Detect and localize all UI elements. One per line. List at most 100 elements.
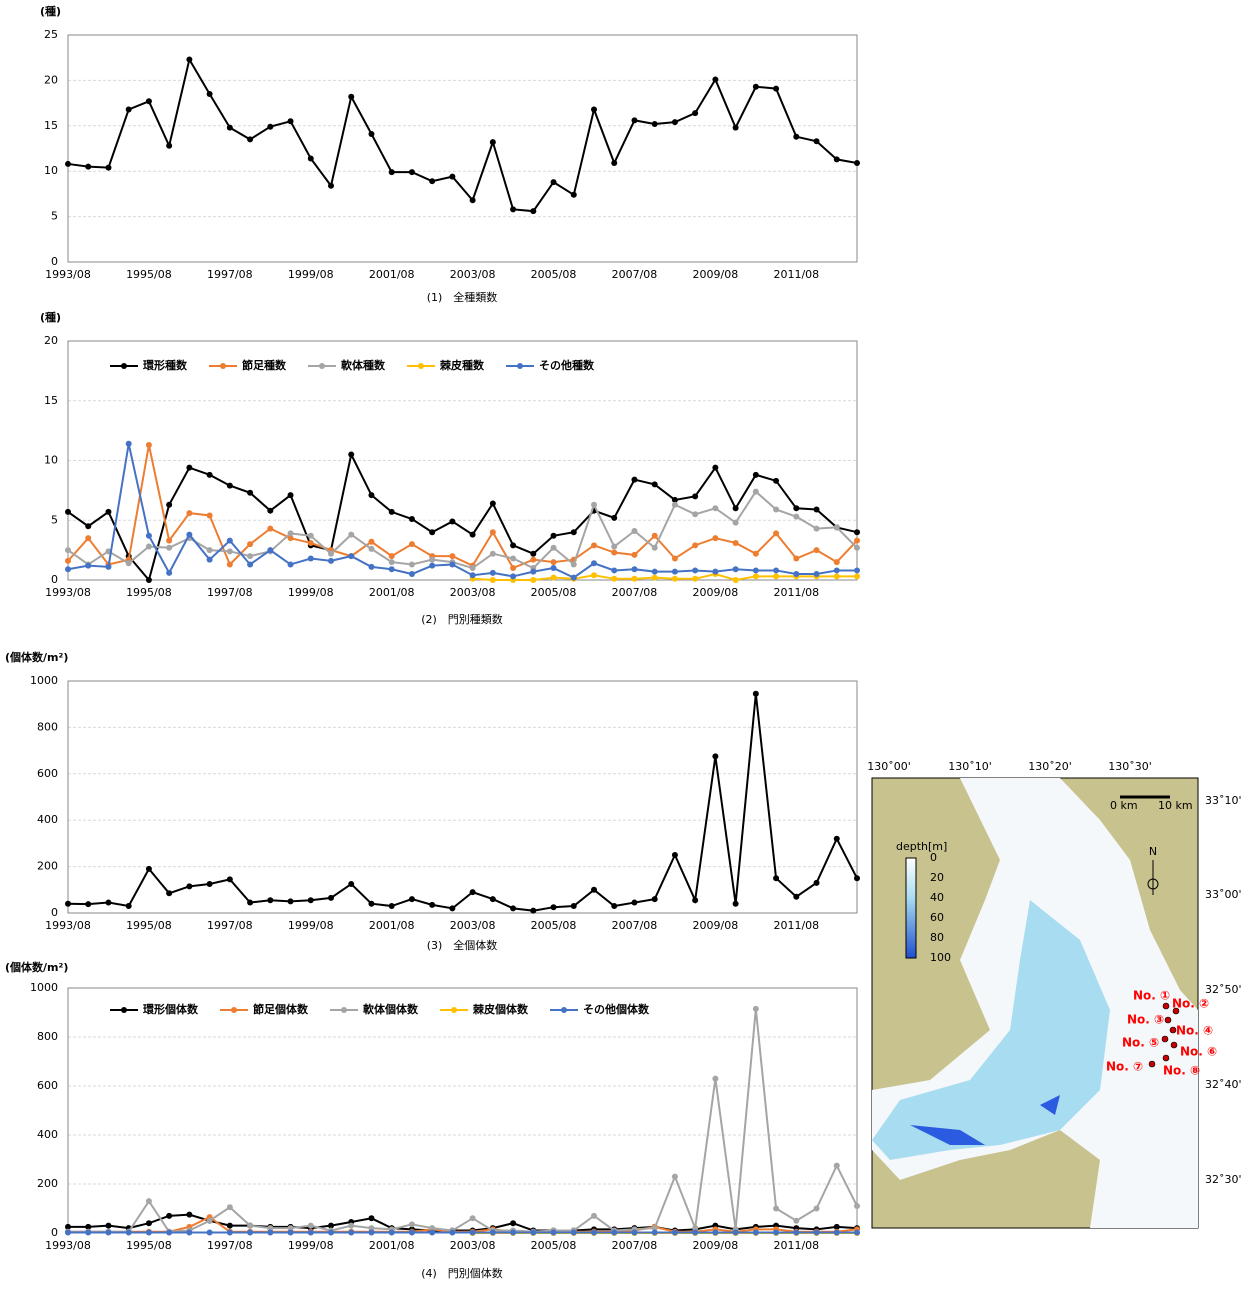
x-tick-label: 2007/08	[612, 586, 658, 599]
point	[85, 1223, 92, 1230]
point	[186, 56, 193, 63]
legend-marker	[418, 363, 424, 369]
x-tick-label: 2007/08	[612, 1239, 658, 1252]
point	[125, 903, 132, 910]
depth-tick: 40	[930, 891, 944, 904]
point	[732, 566, 739, 573]
point	[631, 1229, 638, 1236]
x-tick-label: 2007/08	[612, 919, 658, 932]
point	[166, 1212, 173, 1219]
point	[510, 542, 517, 549]
point	[550, 532, 557, 539]
point	[206, 471, 213, 478]
legend-marker	[121, 363, 127, 369]
point	[287, 535, 294, 542]
point	[328, 894, 334, 901]
y-tick-label: 0	[51, 906, 58, 919]
point	[267, 1229, 274, 1236]
y-tick-label: 5	[51, 513, 58, 526]
point	[85, 562, 92, 569]
station-dot	[1148, 1060, 1156, 1068]
point	[813, 506, 820, 513]
point	[611, 567, 618, 574]
depth-tick: 0	[930, 851, 937, 864]
point	[510, 1229, 517, 1236]
point	[671, 568, 678, 575]
point	[247, 1229, 254, 1236]
legend-marker	[561, 1007, 567, 1013]
y-tick-label: 10	[44, 454, 58, 467]
point	[671, 1229, 678, 1236]
chart-caption: (4) 門別個体数	[421, 1266, 503, 1280]
point	[570, 191, 577, 198]
legend-label: 棘皮個体数	[473, 1002, 529, 1016]
series-line	[68, 1213, 858, 1232]
point	[145, 98, 152, 105]
point	[429, 901, 436, 908]
point	[287, 492, 294, 499]
point	[449, 1229, 456, 1236]
x-tick-label: 1993/08	[45, 586, 91, 599]
north-label: N	[1149, 845, 1157, 858]
point	[591, 560, 597, 567]
point	[692, 110, 699, 117]
point	[388, 508, 395, 515]
point	[692, 575, 699, 582]
point	[752, 83, 759, 90]
y-tick-label: 800	[37, 720, 58, 733]
compass	[1147, 878, 1159, 890]
point	[429, 1229, 436, 1236]
point	[368, 538, 375, 545]
point	[813, 138, 820, 145]
point	[388, 566, 395, 573]
point	[166, 501, 173, 508]
point	[226, 1204, 233, 1211]
point	[611, 514, 618, 521]
point	[186, 464, 193, 471]
point	[348, 451, 355, 458]
station-dot	[1169, 1026, 1177, 1034]
y-tick-label: 200	[37, 1177, 58, 1190]
point	[469, 197, 476, 204]
y-tick-label: 800	[37, 1030, 58, 1043]
station-dot	[1170, 1041, 1178, 1049]
point	[469, 565, 476, 572]
point	[328, 1222, 334, 1229]
point	[368, 1225, 375, 1232]
point	[429, 529, 436, 536]
x-tick-label: 1995/08	[126, 586, 172, 599]
point	[125, 440, 132, 447]
point	[206, 512, 213, 519]
point	[186, 1229, 193, 1236]
point	[206, 1217, 213, 1224]
point	[752, 1005, 759, 1012]
x-tick-label: 1999/08	[288, 268, 334, 281]
point	[793, 1217, 800, 1224]
point	[591, 106, 597, 113]
point	[368, 545, 375, 552]
x-tick-label: 2011/08	[773, 919, 819, 932]
x-tick-label: 2003/08	[450, 586, 496, 599]
point	[307, 155, 314, 162]
point	[166, 569, 173, 576]
point	[752, 550, 759, 557]
point	[247, 1222, 254, 1229]
station-label: No. ⑥	[1180, 1045, 1217, 1059]
point	[732, 519, 739, 526]
lon-label: 130˚00'	[867, 760, 911, 773]
point	[611, 549, 618, 556]
point	[247, 489, 254, 496]
point	[854, 544, 860, 551]
point	[145, 543, 152, 550]
point	[773, 506, 780, 513]
point	[449, 553, 456, 560]
y-axis-unit: (個体数/m²)	[5, 650, 68, 664]
point	[651, 574, 658, 581]
point	[530, 907, 537, 914]
point	[206, 881, 213, 887]
point	[732, 505, 739, 512]
x-tick-label: 2001/08	[369, 919, 415, 932]
point	[469, 531, 476, 538]
point	[186, 1211, 193, 1218]
point	[833, 156, 840, 163]
